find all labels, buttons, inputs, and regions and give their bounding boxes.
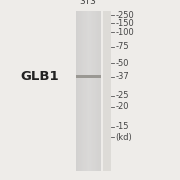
Bar [83, 11, 84, 171]
Bar [93, 11, 95, 171]
Text: -150: -150 [115, 19, 134, 28]
Bar [92, 11, 93, 171]
Bar [84, 11, 86, 171]
Bar [89, 11, 91, 171]
Text: (kd): (kd) [115, 133, 132, 142]
Bar [96, 11, 97, 171]
Text: -100: -100 [115, 28, 134, 37]
Bar [98, 11, 100, 171]
Bar [100, 11, 101, 171]
Bar [78, 11, 79, 171]
Bar [81, 11, 82, 171]
Text: -50: -50 [115, 58, 129, 68]
Bar [76, 75, 101, 78]
Text: 3T3: 3T3 [80, 0, 97, 6]
Bar [87, 11, 88, 171]
Bar [82, 11, 83, 171]
Bar [76, 11, 77, 171]
Bar [97, 11, 98, 171]
Text: -37: -37 [115, 72, 129, 81]
Text: -20: -20 [115, 102, 129, 111]
Text: -75: -75 [115, 42, 129, 51]
Bar [91, 11, 92, 171]
Bar [103, 11, 111, 171]
Bar [77, 11, 78, 171]
Text: -25: -25 [115, 91, 129, 100]
Bar [94, 11, 96, 171]
Text: -15: -15 [115, 122, 129, 131]
Bar [88, 11, 89, 171]
Bar [79, 11, 81, 171]
Text: GLB1: GLB1 [20, 70, 59, 83]
Text: -250: -250 [115, 11, 134, 20]
Bar [86, 11, 87, 171]
